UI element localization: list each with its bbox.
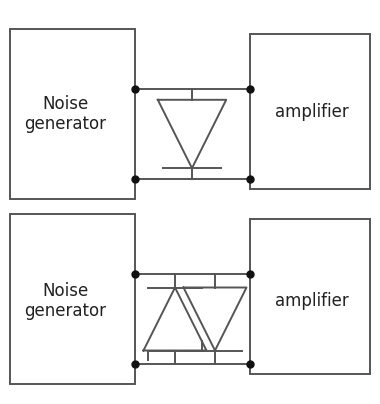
Text: Noise
generator: Noise generator — [24, 282, 106, 320]
Bar — [10, 214, 135, 384]
Text: Noise
generator: Noise generator — [24, 95, 106, 133]
Bar — [10, 29, 135, 199]
Text: amplifier: amplifier — [275, 292, 349, 310]
Bar — [250, 219, 370, 374]
Bar — [250, 34, 370, 189]
Text: amplifier: amplifier — [275, 103, 349, 121]
